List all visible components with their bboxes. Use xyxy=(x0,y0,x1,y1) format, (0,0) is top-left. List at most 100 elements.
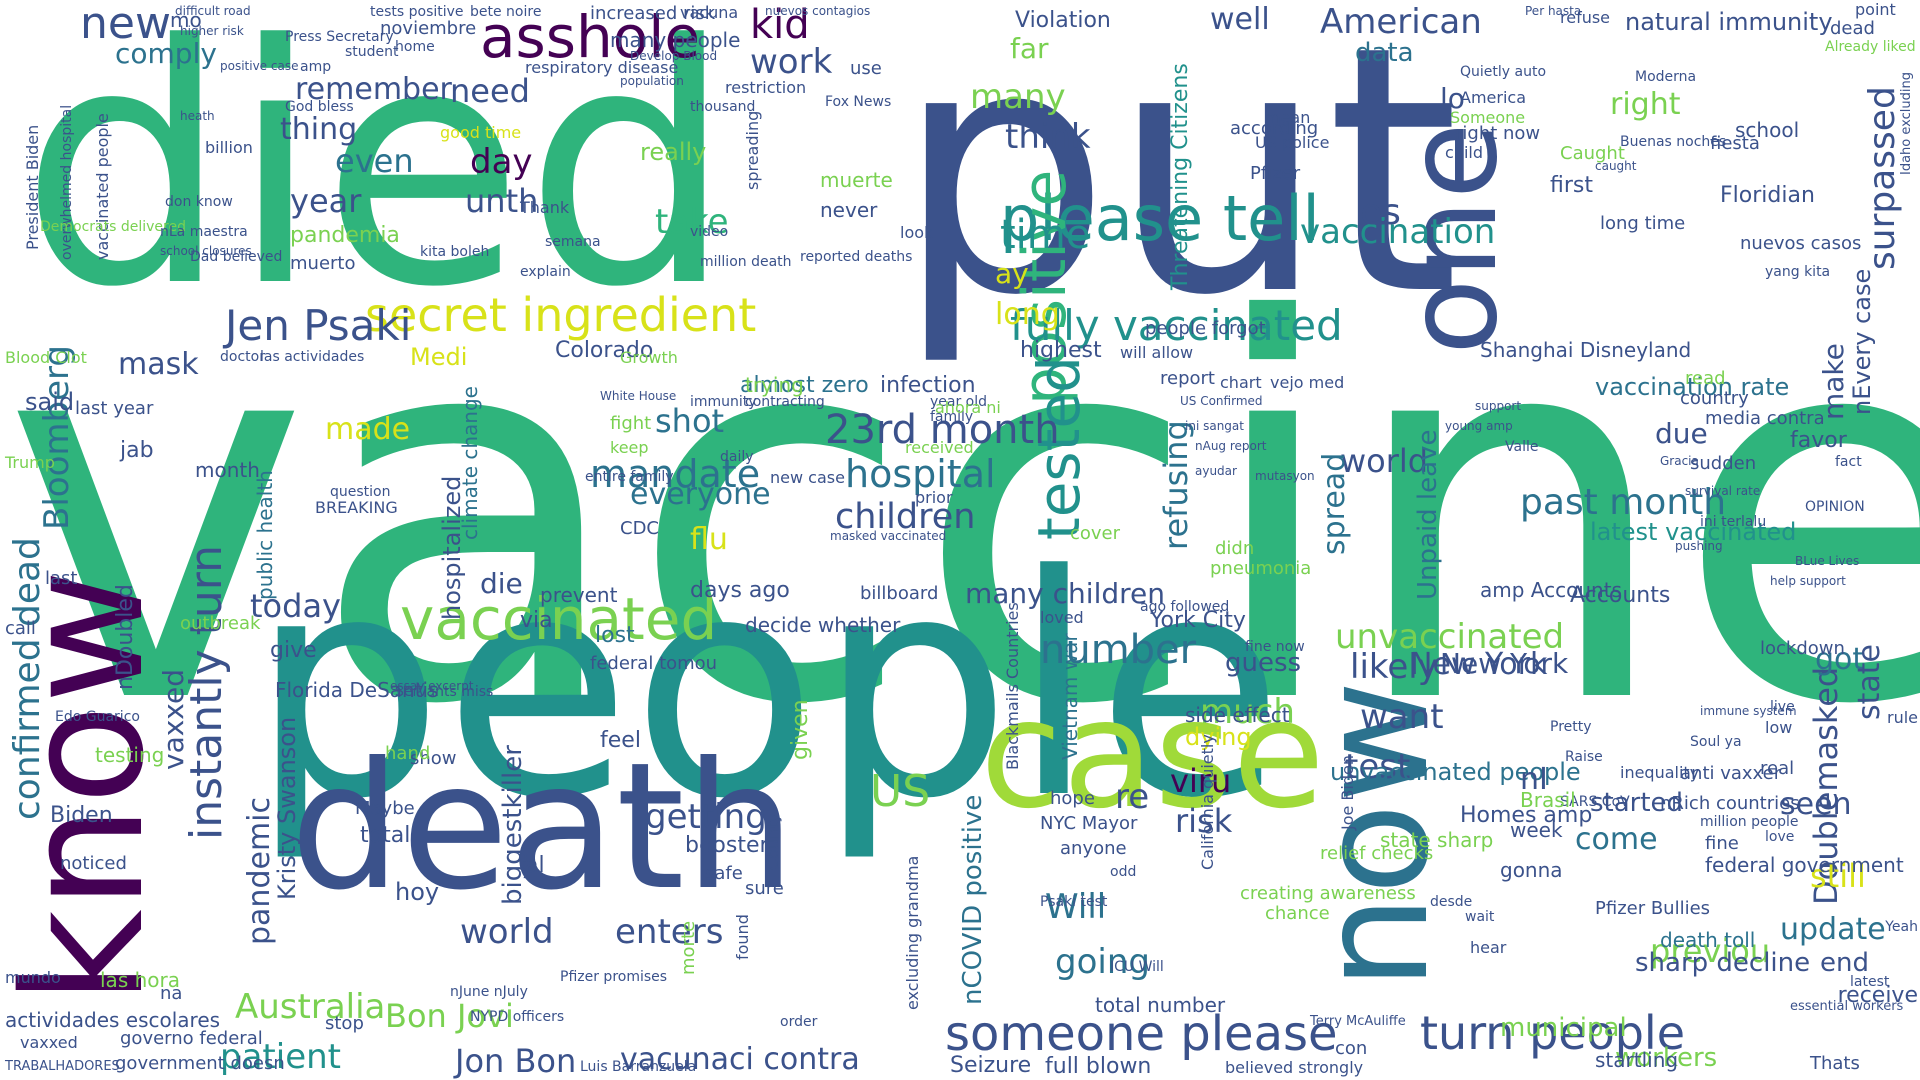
word-number: number xyxy=(1040,627,1197,673)
word-flu: flu xyxy=(690,522,728,557)
word-masked-vaccinated: masked vaccinated xyxy=(830,529,947,543)
word-morte: morte xyxy=(678,920,699,975)
word-much: much xyxy=(1200,692,1295,732)
word-reported-deaths: reported deaths xyxy=(800,249,913,265)
word-chart: chart xyxy=(1220,373,1262,392)
word-pandemia: pandemia xyxy=(290,223,400,248)
word-full-blown: full blown xyxy=(1045,1054,1152,1079)
word-hope: hope xyxy=(1050,788,1095,809)
word-died: died xyxy=(20,0,734,359)
word-right-now: right now xyxy=(1455,123,1541,144)
word-going: going xyxy=(1055,942,1150,982)
word-brasil: Brasil xyxy=(1520,788,1576,812)
word-contracting: contracting xyxy=(745,394,825,410)
word-read: read xyxy=(1685,368,1726,389)
word-ncovid-positive: nCOVID positive xyxy=(958,794,988,1005)
word-sure: sure xyxy=(745,878,784,899)
word-higher-risk: higher risk xyxy=(180,24,244,38)
word-million-people: million people xyxy=(1700,814,1799,830)
word-think: think xyxy=(1005,117,1091,157)
word-report: report xyxy=(1160,368,1215,389)
word-due: due xyxy=(1655,417,1708,450)
word-hoy: hoy xyxy=(395,878,440,906)
word-excluding-grandma: excluding grandma xyxy=(903,855,922,1010)
word-world: world xyxy=(460,912,554,952)
word-video: video xyxy=(690,224,729,240)
word-creating-awareness: creating awareness xyxy=(1240,883,1416,904)
word-spread: spread xyxy=(1317,452,1352,555)
word-never: never xyxy=(820,198,878,222)
word-case: case xyxy=(980,668,1325,842)
word-guess: guess xyxy=(1225,648,1302,678)
word-school-closures: school closures xyxy=(160,244,252,258)
word-yeah: Yeah xyxy=(1885,919,1918,935)
word-opinion: OPINION xyxy=(1805,499,1865,515)
word-al: al xyxy=(525,853,545,878)
word-school: school xyxy=(1735,118,1800,142)
word-shot: shot xyxy=(655,402,725,440)
word-country: country xyxy=(1680,388,1749,409)
word-overwhelmed-hospital: overwhelmed hospital xyxy=(59,104,75,260)
word-believed-strongly: believed strongly xyxy=(1225,1058,1364,1077)
word-buenas-noches: Buenas noches xyxy=(1620,134,1727,150)
word-vietnam-war: Vietnam war xyxy=(1058,633,1082,760)
word-lost: lost xyxy=(595,623,635,648)
word-american: American xyxy=(1320,2,1482,42)
word-prior: prior xyxy=(915,488,953,507)
word-latest-vaccinated: latest vaccinated xyxy=(1590,518,1797,546)
word-respiratory-disease: respiratory disease xyxy=(525,58,679,77)
word-new: new xyxy=(80,0,171,49)
word-new-case: new case xyxy=(770,468,845,487)
word-confirmed-dead: confirmed dead xyxy=(7,537,48,820)
word-almost-zero: almost zero xyxy=(740,373,869,398)
word-fight: fight xyxy=(610,413,652,434)
word-world: world xyxy=(1340,442,1429,480)
word-child: child xyxy=(1445,143,1483,162)
word-entire-family: entire family xyxy=(585,469,674,485)
word-data: data xyxy=(1355,38,1414,68)
word-new-york: New York xyxy=(1440,647,1569,680)
word-shanghai-disneyland: Shanghai Disneyland xyxy=(1480,338,1692,362)
word-prevent: prevent xyxy=(540,583,618,607)
word-comply: comply xyxy=(115,37,217,70)
word-kid: kid xyxy=(750,2,810,48)
word-semana: semana xyxy=(545,234,601,250)
word-pfizer-bullies: Pfizer Bullies xyxy=(1595,898,1711,919)
word-immune-system: immune system xyxy=(1700,704,1797,718)
word-will-allow: will allow xyxy=(1120,343,1194,362)
word-ayudar: ayudar xyxy=(1195,464,1237,478)
word-inequality: inequality xyxy=(1620,763,1700,782)
word-right: right xyxy=(1610,87,1681,122)
word-violation: Violation xyxy=(1015,8,1111,33)
word-trying: trying xyxy=(745,373,804,397)
word-didn: didn xyxy=(1215,538,1255,559)
word-secret-ingredient: secret ingredient xyxy=(365,288,757,342)
word-dying: dying xyxy=(1185,723,1252,751)
word-vaccines: vaccines xyxy=(2,212,1920,818)
word-work: work xyxy=(750,42,833,82)
word-update: update xyxy=(1780,912,1886,947)
word-got: got xyxy=(1815,642,1865,677)
word-mutasyon: mutasyon xyxy=(1255,469,1315,483)
word-still: still xyxy=(1810,857,1866,895)
word-increased-risk: increased risk xyxy=(590,3,716,24)
word-low: low xyxy=(1765,718,1793,737)
word-president-biden: President Biden xyxy=(23,124,42,250)
word-america: America xyxy=(1460,88,1526,107)
word-safe: safe xyxy=(705,863,743,884)
word-vacuna: vacuna xyxy=(680,3,739,22)
word-fox-news: Fox News xyxy=(825,94,892,110)
word-sharp-decline: sharp decline xyxy=(1635,948,1811,978)
word-psaki-test: Psaki test xyxy=(1040,894,1108,910)
word-last: last xyxy=(45,568,78,589)
word-risk: risk xyxy=(1175,802,1233,840)
word-vejo-med: vejo med xyxy=(1270,373,1345,392)
word-heath: heath xyxy=(180,109,215,123)
word-quietly-auto: Quietly auto xyxy=(1460,64,1547,80)
word-actividades-escolares: actividades escolares xyxy=(5,1008,221,1032)
word-family: family xyxy=(930,409,974,425)
word-state-sharp: state sharp xyxy=(1380,828,1494,852)
word-desde: desde xyxy=(1430,894,1473,910)
word-young-amp: young amp xyxy=(1445,419,1513,433)
word-las-hora: las hora xyxy=(100,968,180,992)
